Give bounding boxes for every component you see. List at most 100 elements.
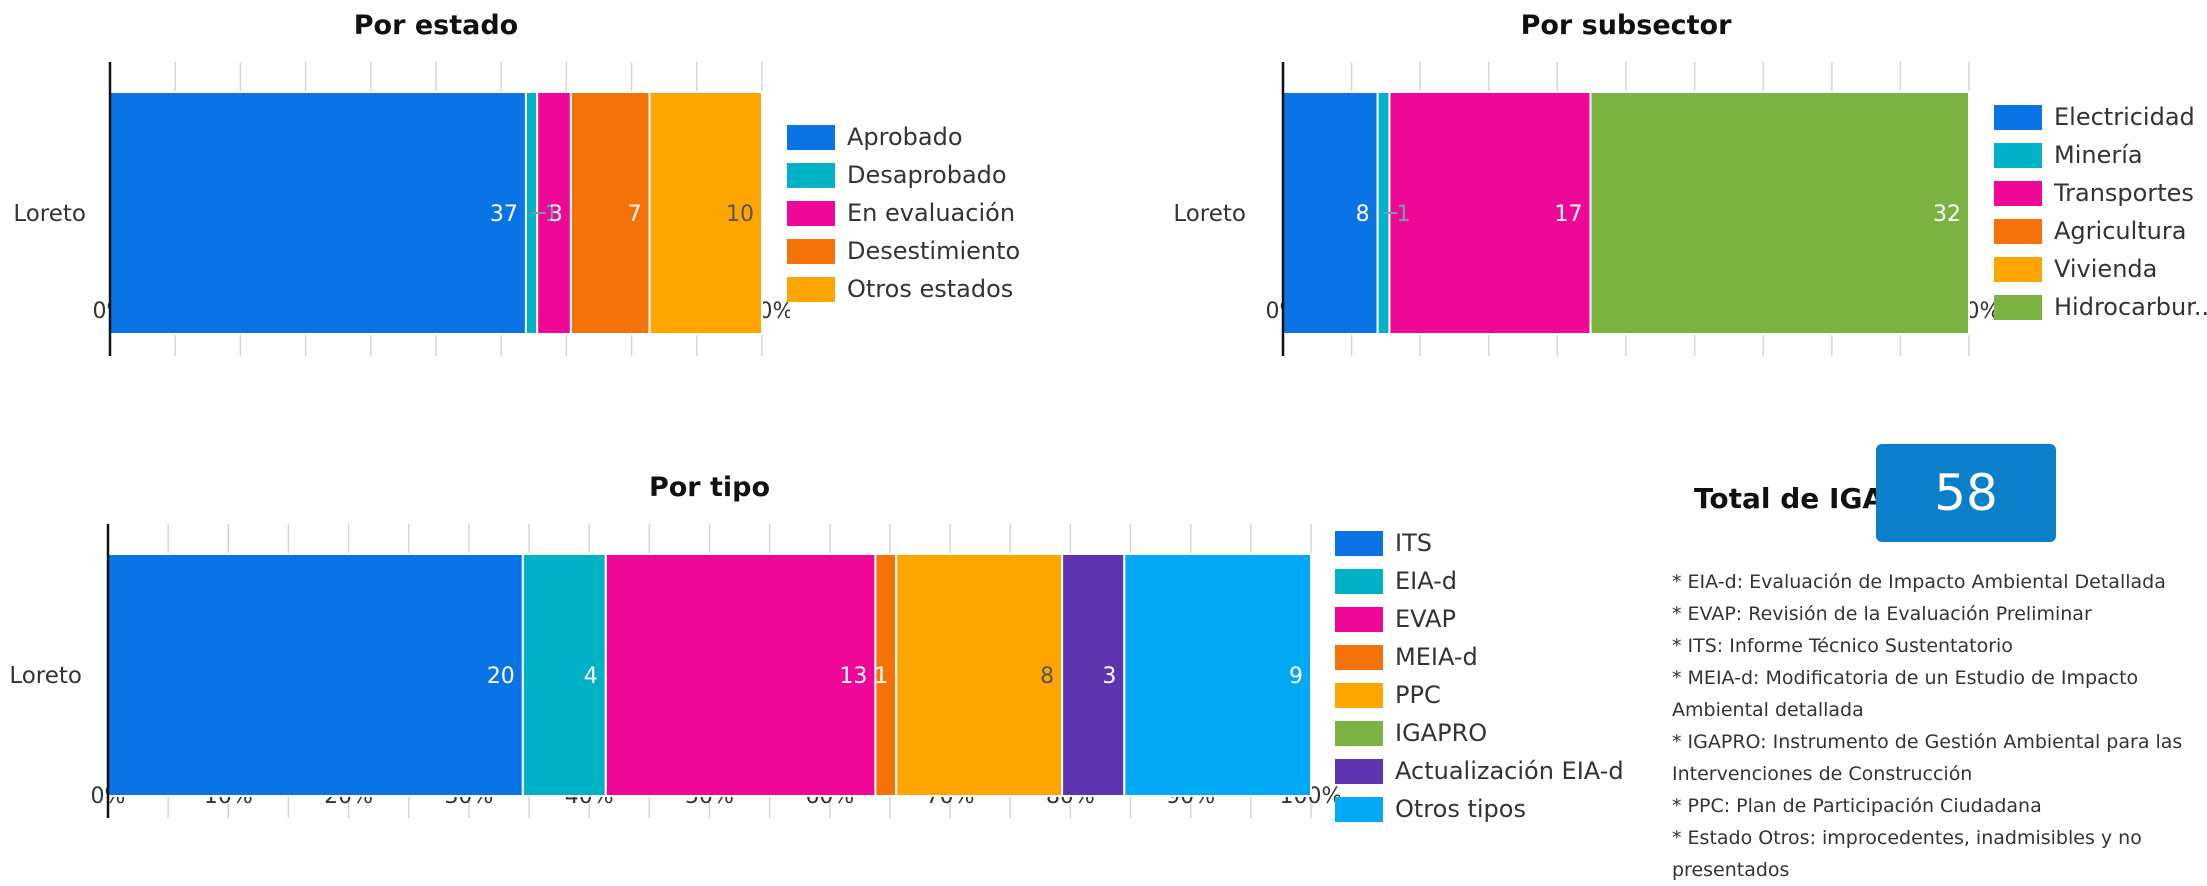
bar-segment [1282,91,1379,335]
legend-swatch [1994,218,2042,244]
legend-item[interactable]: PPC [1335,676,1624,714]
bar-segment [1388,91,1592,335]
bar-segment [604,553,877,797]
legend-label: Otros tipos [1395,795,1526,823]
legend-label: Electricidad [2054,103,2195,131]
legend-estado: Aprobado Desaprobado En evaluación Desestim… [787,118,1020,308]
bar-segment [1061,553,1126,797]
legend-label: PPC [1395,681,1441,709]
legend-label: Hidrocarbur... [2054,293,2207,321]
legend-label: Desestimiento [847,237,1021,265]
legend-label: EVAP [1395,605,1456,633]
data-label: 8 [1040,664,1054,689]
data-label: 1 [1397,202,1411,227]
note-item: * MEIA-d: Modificatoria de un Estudio de… [1672,667,2139,721]
chart-title-tipo: Por tipo [648,472,771,503]
legend-item[interactable]: Transportes [1994,174,2207,212]
legend-swatch [1335,758,1383,784]
legend-swatch [1994,180,2042,206]
legend-swatch [1335,720,1383,746]
legend-swatch [1335,796,1383,822]
legend-swatch [1335,568,1383,594]
legend-item[interactable]: Hidrocarbur... [1994,288,2207,326]
data-label: 10 [726,202,754,227]
data-label: 13 [839,664,867,689]
legend-swatch [787,276,835,302]
legend-label: Agricultura [2054,217,2187,245]
chart-tipo: 0%10%20%30%40%50%60%70%80%90%100%Loreto2… [9,524,1340,818]
legend-item[interactable]: IGAPRO [1335,714,1624,752]
legend-label: En evaluación [847,199,1016,227]
category-label: Loreto [13,201,86,227]
note-item: * IGAPRO: Instrumento de Gestión Ambient… [1672,731,2183,785]
bar-segment [107,553,524,797]
data-label: 20 [487,664,515,689]
legend-label: ITS [1395,529,1432,557]
data-label: 3 [1102,664,1116,689]
chart-title-estado: Por estado [353,10,519,41]
legend-swatch [1994,142,2042,168]
data-label: 17 [1555,202,1583,227]
note-item: * EIA-d: Evaluación de Impacto Ambiental… [1672,571,2166,593]
legend-swatch [1994,104,2042,130]
category-label: Loreto [9,663,82,689]
data-label: 32 [1933,202,1961,227]
legend-item[interactable]: Desestimiento [787,232,1020,270]
legend-label: Minería [2054,141,2143,169]
legend-label: EIA-d [1395,567,1458,595]
note-item: * Estado Otros: improcedentes, inadmisib… [1672,827,2142,881]
legend-item[interactable]: EIA-d [1335,562,1624,600]
legend-item[interactable]: Aprobado [787,118,1020,156]
data-label: 1 [874,664,888,689]
legend-item[interactable]: Otros tipos [1335,790,1624,828]
legend-tipo: ITS EIA-d EVAP MEIA-d PPC IGAPRO Actualización… [1335,524,1624,828]
legend-swatch [1994,256,2042,282]
bar-segment [1589,91,1970,335]
legend-swatch [787,200,835,226]
bar-segment [1123,553,1313,797]
legend-item[interactable]: Actualización EIA-d [1335,752,1624,790]
legend-item[interactable]: EVAP [1335,600,1624,638]
total-value-badge: 58 [1876,444,2056,542]
legend-item[interactable]: MEIA-d [1335,638,1624,676]
legend-swatch [1335,606,1383,632]
legend-subsector: Electricidad Minería Transportes Agricultur… [1994,98,2207,326]
legend-swatch [1335,530,1383,556]
legend-label: Otros estados [847,275,1014,303]
data-label: 8 [1356,202,1370,227]
legend-label: Vivienda [2054,255,2158,283]
data-label: 9 [1289,664,1303,689]
data-label: 37 [490,202,518,227]
chart-title-subsector: Por subsector [1520,10,1732,41]
data-label: 7 [628,202,642,227]
bar-segment [895,553,1064,797]
legend-item[interactable]: Vivienda [1994,250,2207,288]
category-label: Loreto [1173,201,1246,227]
bar-segment [569,91,651,335]
data-label: 4 [584,664,598,689]
legend-item[interactable]: Electricidad [1994,98,2207,136]
legend-item[interactable]: Agricultura [1994,212,2207,250]
bar-segment [109,91,527,335]
legend-swatch [787,238,835,264]
legend-label: MEIA-d [1395,643,1478,671]
legend-label: Transportes [2054,179,2194,207]
legend-item[interactable]: Desaprobado [787,156,1020,194]
note-item: * PPC: Plan de Participación Ciudadana [1672,795,2042,817]
legend-label: Aprobado [847,123,963,151]
legend-swatch [787,162,835,188]
legend-item[interactable]: Otros estados [787,270,1020,308]
total-label: Total de IGA [1694,482,1885,515]
legend-swatch [787,124,835,150]
data-label: 1 [545,202,559,227]
legend-item[interactable]: Minería [1994,136,2207,174]
legend-item[interactable]: ITS [1335,524,1624,562]
legend-label: IGAPRO [1395,719,1488,747]
legend-swatch [1335,682,1383,708]
legend-label: Desaprobado [847,161,1007,189]
bar-segment [648,91,763,335]
legend-item[interactable]: En evaluación [787,194,1020,232]
legend-swatch [1335,644,1383,670]
